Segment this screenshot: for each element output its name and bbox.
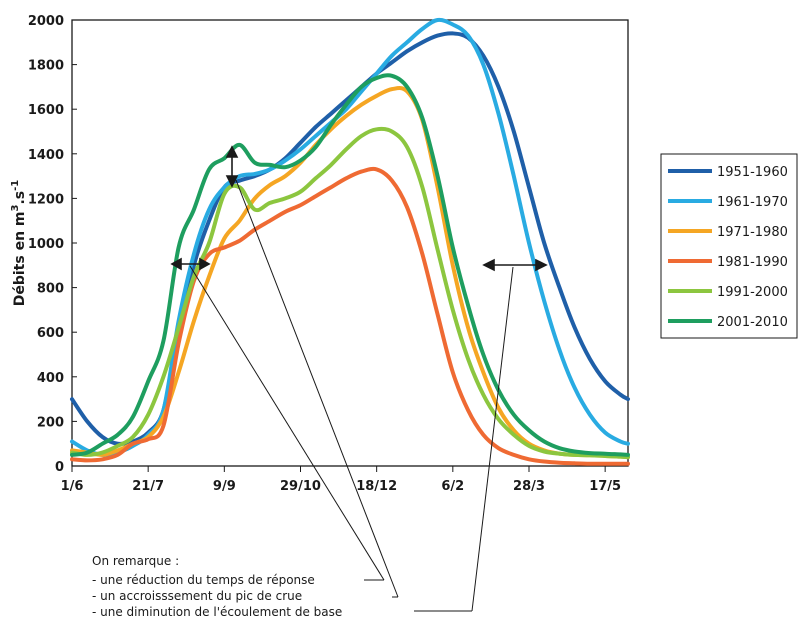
- y-tick-label: 1600: [28, 103, 64, 118]
- x-tick-label: 29/10: [280, 479, 321, 494]
- x-tick-label: 1/6: [61, 479, 84, 494]
- annotation-arrows: [170, 145, 548, 272]
- arrowhead: [199, 257, 211, 271]
- annotation-item-peak-flow: - un accroisssement du pic de crue: [92, 589, 302, 603]
- leader-lines: [189, 179, 514, 612]
- series-line-2001-2010: [70, 73, 630, 457]
- series-line-1961-1970: [70, 17, 630, 457]
- y-tick-label: 1800: [28, 59, 64, 74]
- legend-label: 2001-2010: [717, 315, 788, 330]
- y-tick-label: 200: [37, 415, 64, 430]
- arrowhead: [170, 257, 182, 271]
- legend-label: 1971-1980: [717, 225, 788, 240]
- leader-line: [235, 179, 399, 598]
- x-tick-label: 17/5: [589, 479, 621, 494]
- y-tick-label: 0: [55, 460, 64, 475]
- arrowhead: [225, 145, 239, 158]
- annotation-item-response-time: - une réduction du temps de réponse: [92, 573, 315, 587]
- annotation-heading: On remarque :: [92, 554, 179, 568]
- y-tick-label: 2000: [28, 14, 64, 29]
- legend-label: 1991-2000: [717, 285, 788, 300]
- x-tick-label: 28/3: [513, 479, 545, 494]
- series-lines: [70, 17, 630, 466]
- x-tick-label: 6/2: [441, 479, 464, 494]
- series-line-1951-1960: [70, 31, 630, 446]
- y-tick-label: 800: [37, 282, 64, 297]
- legend-label: 1961-1970: [717, 195, 788, 210]
- legend-label: 1981-1990: [717, 255, 788, 270]
- y-tick-label: 400: [37, 371, 64, 386]
- x-tick-label: 18/12: [356, 479, 397, 494]
- leader-line: [189, 265, 385, 581]
- arrowhead: [535, 258, 548, 272]
- y-tick-label: 1400: [28, 148, 64, 163]
- series-line-1981-1990: [70, 166, 630, 466]
- series-line-1991-2000: [70, 126, 630, 460]
- leader-line: [471, 266, 514, 612]
- x-tick-label: 21/7: [132, 479, 164, 494]
- legend-box: [660, 153, 798, 339]
- y-tick-label: 600: [37, 326, 64, 341]
- x-axis-ticks: 1/6 21/7 9/9 29/10 18/12 6/2 28/3 17/5: [61, 466, 621, 494]
- annotation-item-base-flow: - une diminution de l'écoulement de base: [92, 605, 342, 619]
- y-tick-label: 1200: [28, 192, 64, 207]
- legend: 1951-1960 1961-1970 1971-1980 1981-1990 1991…: [668, 165, 788, 330]
- x-tick-label: 9/9: [213, 479, 236, 494]
- legend-label: 1951-1960: [717, 165, 788, 180]
- y-axis-label: Débits en m3.s-1: [10, 180, 28, 307]
- arrowhead: [482, 258, 495, 272]
- arrowhead: [225, 175, 239, 188]
- y-axis-ticks: 0 200 400 600 800 1000 1200 1400 1600 1800 2000: [28, 14, 77, 475]
- y-tick-label: 1000: [28, 237, 64, 252]
